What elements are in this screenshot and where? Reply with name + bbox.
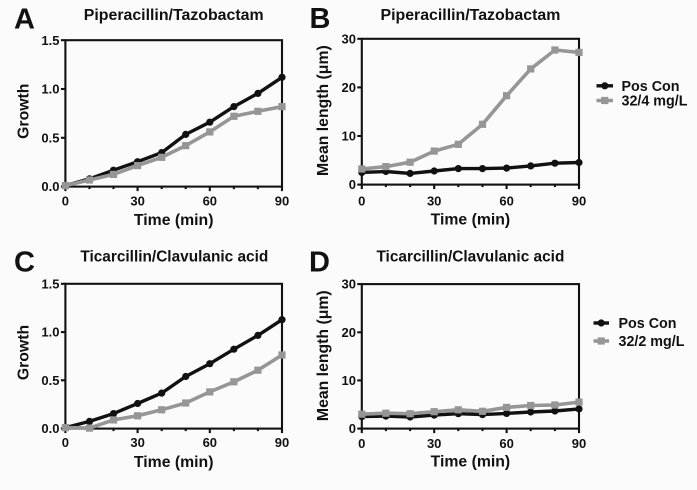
svg-text:90: 90 [275, 194, 289, 209]
svg-text:B: B [310, 3, 331, 35]
svg-text:90: 90 [572, 436, 586, 451]
svg-text:C: C [14, 247, 35, 279]
svg-text:0: 0 [358, 193, 365, 208]
svg-text:Mean length (μm): Mean length (μm) [315, 45, 332, 176]
svg-text:0: 0 [349, 421, 356, 436]
svg-text:Time (min): Time (min) [134, 454, 214, 471]
svg-text:60: 60 [499, 436, 513, 451]
svg-text:30: 30 [427, 193, 441, 208]
svg-text:0.5: 0.5 [41, 130, 59, 145]
svg-text:D: D [309, 247, 330, 279]
svg-text:A: A [14, 4, 35, 36]
svg-text:30: 30 [130, 194, 144, 209]
svg-text:Time (min): Time (min) [431, 454, 511, 471]
svg-text:10: 10 [342, 129, 356, 144]
svg-text:1.5: 1.5 [41, 276, 59, 291]
svg-text:30: 30 [342, 277, 356, 292]
svg-text:0.0: 0.0 [41, 421, 59, 436]
svg-text:1.0: 1.0 [41, 325, 59, 340]
svg-text:1.5: 1.5 [41, 33, 59, 48]
svg-text:0: 0 [358, 436, 365, 451]
svg-text:20: 20 [342, 325, 356, 340]
svg-text:60: 60 [203, 194, 217, 209]
svg-text:0: 0 [62, 435, 69, 450]
svg-text:Time (min): Time (min) [431, 212, 511, 229]
svg-text:Mean length (μm): Mean length (μm) [315, 290, 332, 421]
svg-text:0.0: 0.0 [41, 179, 59, 194]
svg-text:32/2 mg/L: 32/2 mg/L [619, 334, 685, 350]
svg-text:Pos Con: Pos Con [619, 316, 677, 332]
svg-text:0: 0 [62, 194, 69, 209]
svg-text:Ticarcillin/Clavulanic acid: Ticarcillin/Clavulanic acid [80, 249, 268, 266]
svg-text:Growth: Growth [16, 84, 33, 139]
svg-text:32/4 mg/L: 32/4 mg/L [622, 94, 688, 110]
svg-text:90: 90 [572, 193, 586, 208]
svg-text:0: 0 [349, 177, 356, 192]
svg-text:Piperacillin/Tazobactam: Piperacillin/Tazobactam [84, 7, 264, 24]
svg-text:30: 30 [342, 31, 356, 46]
svg-text:60: 60 [499, 193, 513, 208]
svg-text:20: 20 [342, 80, 356, 95]
svg-text:1.0: 1.0 [41, 82, 59, 97]
svg-text:60: 60 [203, 435, 217, 450]
svg-text:Piperacillin/Tazobactam: Piperacillin/Tazobactam [380, 7, 560, 24]
svg-text:Time (min): Time (min) [134, 212, 214, 229]
svg-text:Growth: Growth [16, 325, 33, 380]
svg-text:0.5: 0.5 [41, 373, 59, 388]
svg-text:Pos Con: Pos Con [622, 79, 680, 95]
svg-text:10: 10 [342, 373, 356, 388]
svg-text:90: 90 [275, 435, 289, 450]
svg-text:30: 30 [130, 435, 144, 450]
svg-text:30: 30 [427, 436, 441, 451]
svg-text:Ticarcillin/Clavulanic acid: Ticarcillin/Clavulanic acid [376, 249, 564, 266]
